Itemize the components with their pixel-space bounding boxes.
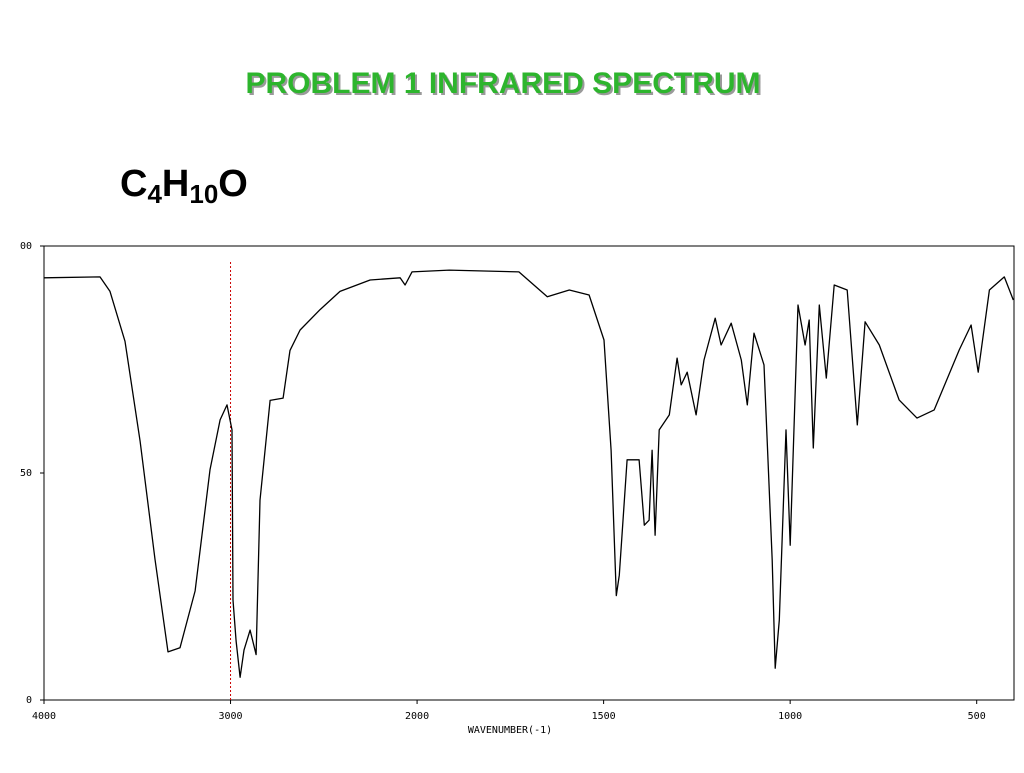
slide-title: PROBLEM 1 INFRARED SPECTRUM	[245, 67, 760, 100]
element: O	[218, 163, 248, 205]
element: H	[162, 163, 189, 205]
x-tick-label: 500	[968, 711, 986, 722]
x-tick-label: 1500	[592, 711, 616, 722]
title-shadow: PROBLEM 1 INFRARED SPECTRUM	[247, 69, 762, 102]
x-tick-label: 3000	[218, 711, 242, 722]
spectrum-line	[43, 269, 1014, 678]
x-axis-label: WAVENUMBER(-1)	[468, 725, 552, 736]
x-tick-label: 4000	[32, 711, 56, 722]
y-tick-label: 00	[20, 241, 32, 252]
x-tick-label: 1000	[778, 711, 802, 722]
subscript: 10	[189, 179, 218, 209]
formula: C4H10O	[120, 163, 248, 209]
x-tick-label: 2000	[405, 711, 429, 722]
y-tick-label: 0	[26, 695, 32, 706]
subscript: 4	[147, 179, 162, 209]
y-tick-label: 50	[20, 468, 32, 479]
element: C	[120, 163, 147, 205]
plot-frame	[43, 245, 1015, 701]
